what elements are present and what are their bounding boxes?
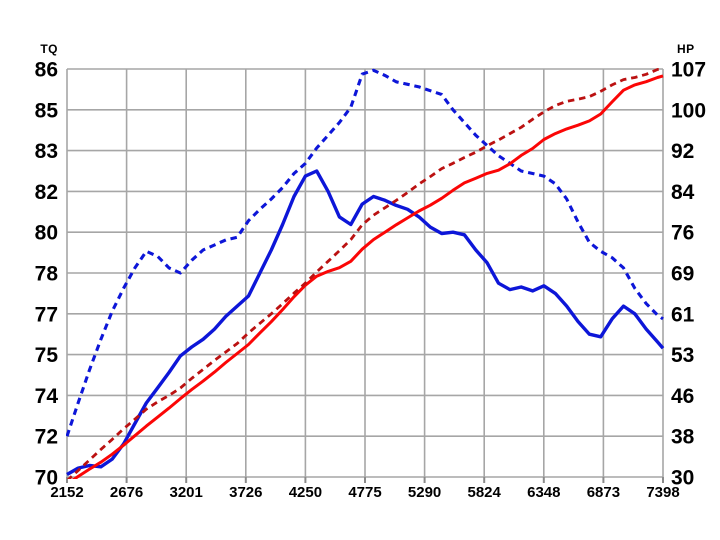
left-axis-label: 77 <box>35 303 58 326</box>
right-axis-label: 61 <box>671 303 695 326</box>
right-axis-label: 38 <box>671 426 695 449</box>
x-axis-label: 5290 <box>408 484 441 501</box>
right-axis-label: 53 <box>671 344 694 367</box>
right-axis-label: 107 <box>671 59 706 82</box>
right-axis-label: 92 <box>671 140 694 163</box>
hp-solid-curve <box>71 74 664 479</box>
left-axis-label: 80 <box>35 222 58 245</box>
x-axis-label: 4250 <box>289 484 322 501</box>
tq-dashed-curve <box>66 68 664 437</box>
x-axis-label: 6348 <box>527 484 560 501</box>
x-axis-label: 5824 <box>468 484 502 501</box>
x-axis-label: 2676 <box>110 484 143 501</box>
left-axis-label: 74 <box>35 385 59 408</box>
right-axis-label: 76 <box>671 222 694 245</box>
right-axis-label: 30 <box>671 467 694 490</box>
left-axis-label: 86 <box>35 59 58 82</box>
x-axis-label: 3201 <box>170 484 203 501</box>
left-axis-title: TQ <box>40 42 58 56</box>
left-axis-label: 72 <box>35 426 58 449</box>
right-axis-title: HP <box>677 42 695 56</box>
left-axis-label: 78 <box>35 263 59 286</box>
x-axis-label: 3726 <box>229 484 262 501</box>
x-axis-label: 7398 <box>646 484 679 501</box>
tq-solid-curve <box>66 169 665 476</box>
x-axis-label: 2152 <box>50 484 83 501</box>
x-axis-label: 6873 <box>587 484 620 501</box>
left-axis-label: 85 <box>35 99 59 122</box>
right-axis-label: 84 <box>671 181 695 204</box>
left-axis-label: 83 <box>35 140 58 163</box>
left-axis-label: 75 <box>35 344 59 367</box>
right-axis-label: 69 <box>671 263 694 286</box>
right-axis-label: 46 <box>671 385 694 408</box>
x-axis-label: 4775 <box>348 484 381 501</box>
right-axis-label: 100 <box>671 99 706 122</box>
left-axis-label: 82 <box>35 181 58 204</box>
left-axis-label: 70 <box>35 467 58 490</box>
hp-dashed-curve <box>66 67 664 479</box>
